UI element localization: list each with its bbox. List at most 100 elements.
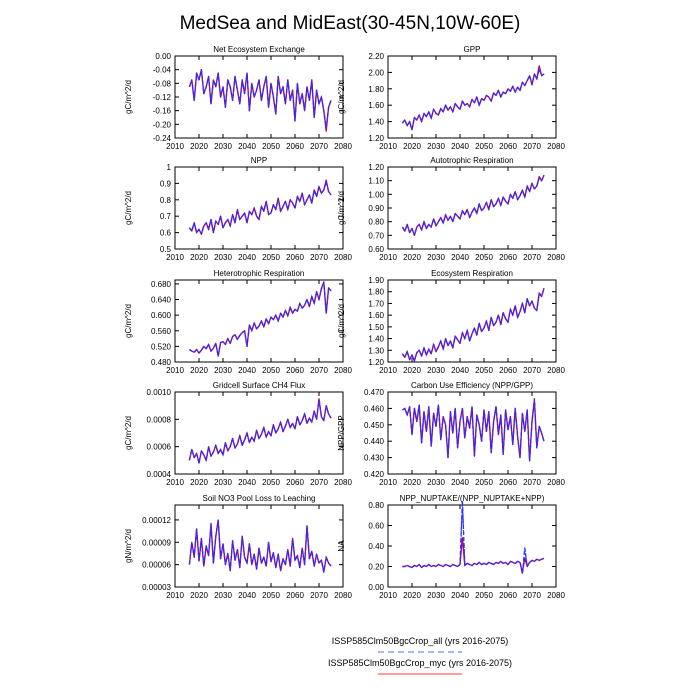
y-tick-label: 0.560: [151, 327, 172, 336]
y-tick-label: 1.80: [368, 288, 384, 297]
x-tick-label: 2020: [190, 253, 208, 262]
x-tick-label: 2010: [166, 142, 184, 151]
y-tick-label: 0.0010: [147, 388, 172, 397]
y-tick-label: 0.8: [160, 196, 172, 205]
y-tick-label: 0.420: [364, 470, 385, 479]
chart-panel: Ecosystem Respiration gC/m^2/d 2010 2020 203…: [337, 269, 565, 375]
panel-title: Autotrophic Respiration: [430, 156, 513, 165]
x-tick-label: 2010: [166, 366, 184, 375]
x-tick-label: 2010: [166, 253, 184, 262]
x-tick-label: 2080: [547, 591, 565, 600]
x-tick-label: 2050: [262, 366, 280, 375]
y-tick-label: -0.24: [153, 134, 172, 143]
y-tick-label: 0.430: [364, 454, 385, 463]
x-tick-label: 2060: [499, 366, 517, 375]
x-tick-label: 2070: [310, 142, 328, 151]
y-tick-label: 0.00012: [142, 516, 171, 525]
series-all-dash: [401, 67, 545, 130]
plot-frame: [387, 166, 557, 250]
y-tick-label: 1: [167, 163, 172, 172]
y-tick-label: 1.00: [368, 190, 384, 199]
x-tick-label: 2060: [499, 253, 517, 262]
y-tick-label: -0.16: [153, 107, 172, 116]
x-tick-label: 2060: [499, 142, 517, 151]
panel-title: Gridcell Surface CH4 Flux: [213, 381, 305, 390]
y-tick-label: 0.7: [160, 212, 172, 221]
x-tick-label: 2050: [262, 142, 280, 151]
series-overlap-line: [402, 65, 545, 131]
x-tick-label: 2010: [166, 591, 184, 600]
y-tick-label: 0.70: [368, 231, 384, 240]
x-tick-label: 2060: [286, 591, 304, 600]
y-tick-label: -0.20: [153, 120, 172, 129]
x-tick-label: 2010: [379, 478, 397, 487]
series-overlap-line: [189, 281, 332, 357]
x-tick-label: 2080: [334, 478, 352, 487]
series-myc-line: [401, 65, 545, 131]
x-tick-label: 2020: [403, 142, 421, 151]
y-tick-label: 0.0006: [147, 443, 172, 452]
y-tick-label: 0.470: [364, 388, 385, 397]
y-tick-label: 0.0004: [147, 470, 172, 479]
x-tick-label: 2070: [310, 591, 328, 600]
series-all-dash: [402, 500, 545, 574]
panel-title: GPP: [464, 45, 481, 54]
y-tick-label: 0.450: [364, 421, 385, 430]
y-tick-label: 1.20: [368, 358, 384, 367]
panel-title: NPP_NUPTAKE/(NPP_NUPTAKE+NPP): [400, 494, 545, 503]
y-tick-label: 1.70: [368, 299, 384, 308]
x-tick-label: 2080: [334, 142, 352, 151]
x-tick-label: 2030: [214, 142, 232, 151]
legend: ISSP585Clm50BgcCrop_all (yrs 2016-2075) I…: [328, 636, 512, 675]
chart-panel: Heterotrophic Respiration gC/m^2/d 2010 202…: [124, 269, 352, 375]
y-tick-label: 0.90: [368, 204, 384, 213]
series-all-line: [401, 68, 545, 131]
y-tick-label: 2.20: [368, 52, 384, 61]
series-overlap-line: [402, 288, 545, 362]
x-tick-label: 2080: [547, 478, 565, 487]
x-tick-label: 2040: [451, 253, 469, 262]
y-tick-label: 0.0008: [147, 415, 172, 424]
chart-panels: Net Ecosystem Exchange gC/m^2/d 2010 2020 20…: [124, 45, 565, 600]
x-tick-label: 2030: [427, 142, 445, 151]
y-tick-label: 0.460: [364, 404, 385, 413]
x-tick-label: 2080: [334, 366, 352, 375]
plot-frame: [174, 279, 344, 363]
x-tick-label: 2080: [547, 366, 565, 375]
y-tick-label: 0.520: [151, 342, 172, 351]
legend-label: ISSP585Clm50BgcCrop_myc (yrs 2016-2075): [328, 658, 512, 668]
x-tick-label: 2030: [427, 366, 445, 375]
x-tick-label: 2010: [379, 253, 397, 262]
x-tick-label: 2050: [475, 591, 493, 600]
x-tick-label: 2080: [334, 253, 352, 262]
plot-frame: [387, 279, 557, 363]
y-tick-label: 1.20: [368, 163, 384, 172]
series-all-line: [401, 174, 545, 236]
x-tick-label: 2030: [427, 253, 445, 262]
x-tick-label: 2080: [547, 253, 565, 262]
plot-frame: [387, 55, 557, 139]
x-tick-label: 2030: [214, 478, 232, 487]
x-tick-label: 2030: [427, 591, 445, 600]
plot-frame: [387, 391, 557, 475]
x-tick-label: 2050: [475, 478, 493, 487]
y-tick-label: 1.40: [368, 335, 384, 344]
y-axis-label: gC/m^2/d: [337, 191, 346, 225]
chart-panel: Carbon Use Efficiency (NPP/GPP) NPP/GPP 20…: [337, 381, 565, 487]
y-axis-label: gC/m^2/d: [337, 80, 346, 114]
x-tick-label: 2050: [262, 591, 280, 600]
y-tick-label: 0.640: [151, 296, 172, 305]
x-tick-label: 2050: [475, 142, 493, 151]
x-tick-label: 2040: [451, 591, 469, 600]
panel-title: Net Ecosystem Exchange: [213, 45, 305, 54]
y-axis-label: gC/m^2/d: [124, 191, 133, 225]
x-tick-label: 2030: [214, 591, 232, 600]
y-axis-label: NPP/GPP: [337, 415, 346, 451]
y-tick-label: 1.10: [368, 177, 384, 186]
y-tick-label: 0.00006: [142, 561, 171, 570]
x-tick-label: 2040: [238, 366, 256, 375]
y-tick-label: 0.600: [151, 311, 172, 320]
x-tick-label: 2020: [403, 478, 421, 487]
x-tick-label: 2040: [238, 591, 256, 600]
